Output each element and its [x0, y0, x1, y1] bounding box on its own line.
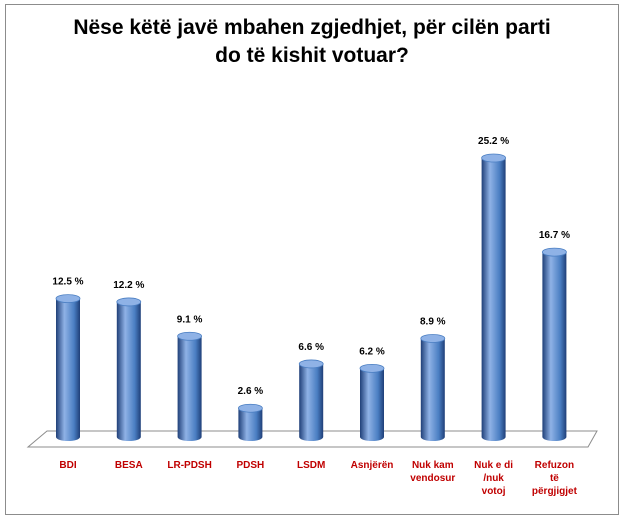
bar-5 — [359, 363, 385, 441]
value-label: 12.2 % — [113, 280, 144, 291]
value-label: 8.9 % — [420, 316, 446, 327]
bar-cap — [237, 403, 263, 413]
bar-cap — [55, 294, 81, 304]
bar-8 — [542, 247, 567, 441]
bar-0 — [55, 294, 81, 441]
bar-cap — [298, 359, 324, 369]
bar-cap — [116, 297, 142, 307]
category-label: Nuk kam vendosur — [410, 460, 455, 484]
bar-body — [299, 363, 324, 441]
bars-group — [55, 153, 567, 441]
value-label: 12.5 % — [52, 277, 83, 288]
bar-1 — [116, 297, 142, 441]
value-labels-group: 12.5 % 12.2 % 9.1 % 2.6 % 6.6 % 6.2 % 8.9 % 25.… — [52, 136, 570, 397]
bar-7 — [481, 153, 507, 441]
bar-6 — [420, 334, 446, 441]
bar-cap — [481, 153, 507, 163]
chart-title-line-1: Nëse këtë javë mbahen zgjedhjet, për cil… — [73, 16, 551, 39]
bar-body — [542, 252, 567, 441]
bar-cap — [359, 363, 385, 373]
chart-title: Nëse këtë javë mbahen zgjedhjet, për cil… — [5, 14, 619, 70]
category-label: Asnjërën — [351, 460, 394, 471]
value-label: 6.2 % — [359, 346, 385, 357]
value-label: 9.1 % — [177, 314, 203, 325]
value-label: 16.7 % — [539, 230, 570, 241]
bar-body — [238, 408, 263, 441]
bar-body — [420, 338, 445, 441]
bar-body — [360, 368, 384, 441]
category-label: BDI — [59, 460, 76, 471]
category-labels-group: BDI BESA LR-PDSH PDSH LSDM Asnjërën Nuk kam ven… — [59, 460, 577, 497]
bar-2 — [177, 331, 203, 441]
value-label: 25.2 % — [478, 136, 509, 147]
category-label: PDSH — [237, 460, 265, 471]
chart-title-line-2: do të kishit votuar? — [215, 44, 409, 67]
bar-3 — [237, 403, 263, 441]
bar-cap — [177, 331, 203, 341]
bar-4 — [298, 359, 324, 441]
bar-body — [177, 336, 202, 441]
bar-body — [56, 298, 80, 441]
bar-body — [116, 301, 141, 441]
bar-cap — [420, 334, 446, 343]
category-label: BESA — [115, 460, 143, 471]
bar-cap — [542, 247, 567, 257]
category-label: LR-PDSH — [167, 460, 211, 471]
category-label: LSDM — [297, 460, 325, 471]
value-label: 2.6 % — [238, 386, 264, 397]
category-label: Nuk e di/nuk votoj — [474, 460, 513, 497]
category-label: Refuzon të përgjigjet — [532, 460, 578, 497]
bar-body — [481, 158, 506, 441]
value-label: 6.6 % — [298, 342, 324, 353]
